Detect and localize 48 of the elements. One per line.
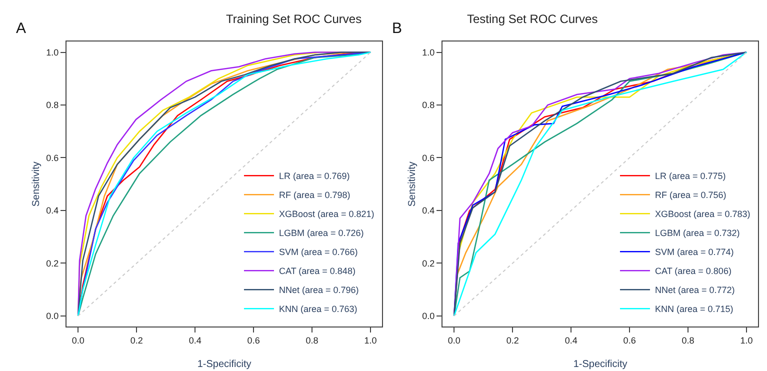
chart-title: Testing Set ROC Curves bbox=[467, 12, 598, 26]
legend-label: SVM (area = 0.774) bbox=[654, 247, 734, 258]
y-tick-label: 0.6 bbox=[46, 152, 59, 163]
x-axis-title: 1-Specificity bbox=[197, 358, 252, 370]
y-tick-label: 0.8 bbox=[422, 100, 435, 110]
x-tick-label: 0.6 bbox=[623, 335, 636, 346]
legend-label: CAT (area = 0.806) bbox=[654, 266, 732, 276]
y-tick-label: 0.6 bbox=[422, 152, 435, 163]
legend-label: XGBoost (area = 0.783) bbox=[654, 209, 750, 220]
legend-label: KNN (area = 0.763) bbox=[278, 304, 358, 314]
legend-label: LGBM (area = 0.732) bbox=[654, 228, 740, 238]
y-tick-label: 0.0 bbox=[422, 311, 435, 322]
legend-label: XGBoost (area = 0.821) bbox=[278, 209, 374, 220]
x-tick-label: 1.0 bbox=[740, 335, 753, 346]
y-tick-label: 1.0 bbox=[422, 47, 435, 58]
y-axis-title: Sensitivity bbox=[407, 162, 418, 207]
x-axis-title: 1-Specificity bbox=[573, 358, 628, 370]
legend-label: LR (area = 0.775) bbox=[654, 171, 726, 182]
y-tick-label: 0.0 bbox=[46, 311, 59, 322]
legend-label: RF (area = 0.798) bbox=[278, 190, 350, 200]
x-tick-label: 0.2 bbox=[130, 335, 143, 346]
chart-title: Training Set ROC Curves bbox=[226, 12, 362, 26]
y-tick-label: 0.4 bbox=[422, 206, 435, 216]
legend-label: NNet (area = 0.796) bbox=[278, 285, 359, 296]
x-tick-label: 0.4 bbox=[564, 335, 578, 346]
y-tick-label: 0.2 bbox=[46, 258, 59, 268]
legend-label: LGBM (area = 0.726) bbox=[278, 228, 364, 238]
x-tick-label: 0.0 bbox=[448, 335, 460, 346]
x-tick-label: 1.0 bbox=[364, 335, 377, 346]
legend-label: RF (area = 0.756) bbox=[654, 190, 726, 200]
y-tick-label: 0.8 bbox=[46, 100, 59, 110]
x-tick-label: 0.0 bbox=[72, 335, 84, 346]
x-tick-label: 0.8 bbox=[682, 335, 694, 346]
legend-label: LR (area = 0.769) bbox=[278, 171, 350, 182]
text: A bbox=[16, 20, 26, 37]
legend-label: SVM (area = 0.766) bbox=[278, 247, 358, 258]
x-tick-label: 0.4 bbox=[188, 335, 202, 346]
y-tick-label: 1.0 bbox=[46, 47, 59, 58]
legend-label: CAT (area = 0.848) bbox=[278, 266, 356, 276]
x-tick-label: 0.6 bbox=[247, 335, 260, 346]
x-tick-label: 0.8 bbox=[306, 335, 318, 346]
y-tick-label: 0.2 bbox=[422, 258, 435, 268]
legend-label: NNet (area = 0.772) bbox=[654, 285, 735, 296]
y-axis-title: Sensitivity bbox=[31, 162, 42, 207]
x-tick-label: 0.2 bbox=[506, 335, 519, 346]
text: B bbox=[392, 20, 402, 37]
legend-label: KNN (area = 0.715) bbox=[654, 304, 734, 314]
y-tick-label: 0.4 bbox=[46, 206, 59, 216]
